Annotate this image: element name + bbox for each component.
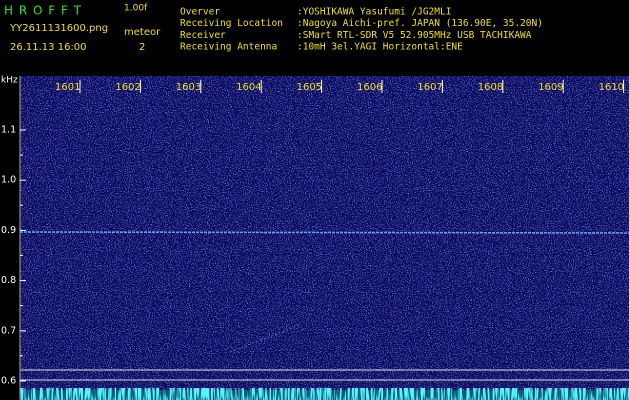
- freq-tick-label: 0.9: [1, 225, 16, 236]
- info-label: Receiving Antenna: [180, 42, 277, 53]
- time-tick-label: 1606: [357, 82, 382, 93]
- freq-unit: kHz: [1, 76, 18, 86]
- time-tick-label: 1605: [297, 82, 322, 93]
- freq-tick-label: 0.6: [1, 376, 16, 387]
- carrier-line: [19, 231, 629, 234]
- info-label: Receiver: [180, 30, 226, 41]
- time-tick-label: 1602: [115, 82, 140, 93]
- info-value: :YOSHIKAWA Yasufumi /JG2MLI: [297, 7, 451, 18]
- freq-tick-label: 0.8: [1, 275, 16, 286]
- time-tick-label: 1604: [236, 82, 261, 93]
- app-title: H R O F F T: [4, 4, 82, 18]
- freq-tick-label: 0.7: [1, 325, 16, 336]
- noise: [20, 76, 629, 400]
- info-label: Receiving Location: [180, 18, 283, 29]
- freq-tick-label: 1.0: [1, 175, 16, 186]
- info-value: :SMart RTL-SDR V5 52.905MHz USB TACHIKAW…: [297, 30, 532, 41]
- time-tick-label: 1610: [599, 82, 624, 93]
- time-tick-label: 1607: [417, 82, 442, 93]
- meteor-trace: [229, 324, 301, 353]
- info-label: Overver: [180, 7, 220, 18]
- file-name: YY2611131600.png: [9, 23, 108, 34]
- time-tick-label: 1601: [55, 82, 80, 93]
- datetime: 26.11.13 16:00: [10, 42, 87, 53]
- time-tick-label: 1609: [538, 82, 563, 93]
- time-tick-label: 1608: [478, 82, 503, 93]
- time-tick-label: 1603: [176, 82, 201, 93]
- spectrum-noise: [20, 388, 629, 400]
- info-value: :Nagoya Aichi-pref. JAPAN (136.90E, 35.2…: [297, 18, 543, 29]
- freq-tick-label: 1.1: [1, 125, 16, 136]
- info-value: :10mH 3el.YAGI Horizontal:ENE: [297, 42, 463, 53]
- meteor-count: 2: [139, 42, 145, 53]
- version: 1.00f: [124, 4, 148, 14]
- meteor-label: meteor: [124, 27, 161, 38]
